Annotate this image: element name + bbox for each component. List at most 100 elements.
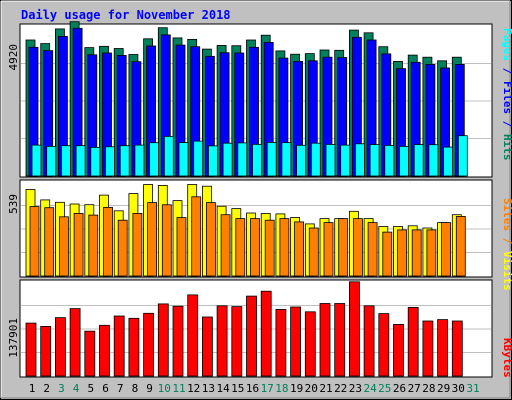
bar-sites-day-4: [73, 212, 84, 277]
x-tick-label-12: 12: [187, 382, 200, 395]
bar-sites-day-21: [323, 222, 334, 277]
bar-kbytes-day-27: [407, 306, 419, 377]
bar-pages-day-10: [163, 135, 174, 177]
x-tick-label-16: 16: [246, 382, 259, 395]
bar-sites-day-25: [382, 231, 393, 277]
bar-sites-day-28: [426, 229, 437, 277]
bar-sites-day-30: [455, 215, 466, 277]
x-tick-label-8: 8: [132, 382, 139, 395]
x-tick-label-17: 17: [261, 382, 274, 395]
bar-kbytes-day-1: [25, 322, 37, 377]
bar-pages-day-30: [457, 135, 468, 177]
bar-kbytes-day-15: [231, 306, 243, 377]
bar-kbytes-day-21: [319, 303, 331, 377]
bar-pages-day-27: [413, 144, 424, 177]
side-legend-labels: Pages / Files / Hits Sites / Visits KBytes: [501, 28, 512, 378]
x-tick-labels: 1 2 3 4 5 6 7 8 9 10 11 12 13 14 15 16 17 18 19 20 21 22 23 24 2…: [29, 382, 480, 395]
bar-pages-day-18: [281, 142, 292, 177]
bar-pages-day-26: [399, 145, 409, 177]
bar-pages-day-11: [178, 142, 189, 177]
bar-sites-day-15: [235, 218, 246, 277]
bar-pages-day-12: [193, 140, 204, 177]
bar-sites-day-26: [397, 229, 407, 277]
x-tick-label-18: 18: [275, 382, 288, 395]
bar-sites-day-11: [176, 217, 187, 277]
bar-pages-day-13: [207, 145, 218, 177]
bar-kbytes-day-7: [113, 315, 125, 377]
side-label-part: Hits: [501, 134, 512, 161]
bar-kbytes-day-18: [275, 308, 287, 377]
bar-kbytes-day-19: [290, 306, 302, 377]
side-label-part: Sites: [501, 198, 512, 231]
x-tick-label-24: 24: [363, 382, 377, 395]
x-tick-label-19: 19: [290, 382, 303, 395]
bars-group: [25, 21, 468, 377]
bar-pages-day-19: [296, 144, 307, 177]
bar-kbytes-day-11: [172, 305, 184, 377]
side-label-bottom: KBytes: [501, 338, 512, 378]
bar-kbytes-day-24: [363, 305, 375, 377]
bar-sites-day-5: [88, 214, 99, 277]
x-tick-label-15: 15: [231, 382, 244, 395]
bar-pages-day-17: [266, 141, 277, 177]
bar-kbytes-day-30: [451, 320, 463, 377]
bar-sites-day-1: [29, 206, 40, 277]
side-label-middle: Sites / Visits: [501, 198, 512, 291]
bar-kbytes-day-12: [187, 294, 199, 377]
bar-pages-day-22: [340, 144, 351, 177]
side-label-part: /: [501, 61, 512, 81]
bar-pages-day-2: [46, 145, 57, 177]
bar-pages-day-5: [90, 146, 101, 177]
x-tick-label-13: 13: [202, 382, 215, 395]
bar-pages-day-15: [237, 142, 248, 177]
x-tick-label-29: 29: [437, 382, 450, 395]
bar-kbytes-day-29: [437, 319, 449, 377]
bar-sites-day-29: [441, 222, 452, 277]
x-tick-label-30: 30: [452, 382, 465, 395]
bar-kbytes-day-4: [69, 308, 81, 377]
x-tick-label-20: 20: [305, 382, 318, 395]
side-label-part: /: [501, 231, 512, 251]
bar-kbytes-day-13: [201, 316, 213, 377]
bar-pages-day-25: [384, 144, 395, 177]
bar-kbytes-day-17: [260, 290, 272, 377]
x-tick-label-26: 26: [393, 382, 406, 395]
bar-sites-day-17: [264, 219, 275, 277]
bar-pages-day-24: [369, 144, 380, 177]
x-tick-label-11: 11: [172, 382, 185, 395]
bar-kbytes-day-23: [348, 281, 360, 377]
x-tick-label-27: 27: [408, 382, 421, 395]
bar-pages-day-4: [75, 145, 86, 177]
bar-pages-day-14: [222, 142, 233, 177]
bar-kbytes-day-20: [304, 311, 316, 377]
y-max-label-middle: 539: [7, 194, 20, 214]
bar-sites-day-13: [205, 202, 216, 277]
bar-sites-day-3: [59, 216, 69, 277]
x-tick-label-10: 10: [158, 382, 171, 395]
x-tick-label-22: 22: [334, 382, 347, 395]
bar-sites-day-18: [279, 218, 290, 277]
bar-sites-day-23: [352, 218, 363, 277]
y-max-labels: 4920 539 137901: [7, 44, 20, 358]
bar-pages-day-6: [105, 146, 115, 177]
bar-pages-day-28: [428, 144, 439, 177]
bar-sites-day-8: [132, 212, 143, 277]
bar-sites-day-6: [103, 206, 113, 277]
y-max-label-bottom: 137901: [7, 318, 20, 358]
bar-sites-day-24: [367, 222, 378, 277]
x-tick-label-21: 21: [319, 382, 332, 395]
bar-kbytes-day-26: [393, 323, 404, 377]
bar-pages-day-7: [119, 145, 130, 177]
bar-sites-day-10: [161, 204, 172, 277]
bar-sites-day-27: [411, 229, 422, 277]
bar-kbytes-day-5: [84, 330, 96, 377]
x-tick-label-9: 9: [146, 382, 153, 395]
bar-pages-day-3: [61, 145, 71, 177]
x-tick-label-31: 31: [466, 382, 479, 395]
bar-sites-day-7: [117, 219, 128, 277]
x-tick-label-4: 4: [73, 382, 80, 395]
x-tick-label-3: 3: [58, 382, 65, 395]
side-label-part: Pages: [501, 28, 512, 61]
bar-pages-day-9: [149, 142, 160, 177]
